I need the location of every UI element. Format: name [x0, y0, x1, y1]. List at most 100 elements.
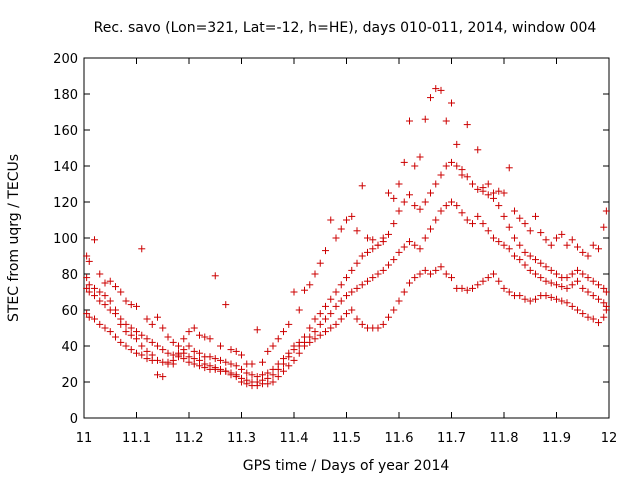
data-point — [83, 284, 91, 292]
data-point — [602, 306, 610, 314]
data-point — [306, 281, 314, 289]
data-point — [369, 236, 377, 244]
data-point — [521, 248, 529, 256]
data-point — [406, 238, 413, 246]
data-point — [285, 353, 293, 361]
data-point — [516, 292, 524, 300]
data-point — [463, 121, 471, 129]
data-point — [117, 288, 125, 296]
data-point — [327, 310, 335, 318]
data-point — [390, 306, 398, 314]
data-point — [584, 252, 592, 260]
data-point — [274, 335, 282, 343]
x-tick-label: 11.4 — [280, 431, 309, 446]
data-point — [206, 362, 214, 370]
data-point — [106, 328, 114, 336]
data-point — [500, 241, 508, 249]
data-point — [211, 355, 219, 363]
data-point — [537, 259, 545, 267]
data-point — [159, 346, 167, 354]
data-point — [122, 297, 130, 305]
data-point — [395, 207, 403, 215]
data-point — [148, 356, 156, 364]
data-point — [112, 310, 119, 318]
data-point — [484, 180, 492, 188]
data-point — [385, 189, 392, 197]
data-point — [448, 99, 455, 107]
data-point — [390, 220, 398, 228]
data-point — [248, 371, 256, 379]
data-point — [385, 230, 392, 238]
data-point — [526, 227, 534, 235]
data-point — [106, 306, 114, 314]
data-point — [253, 382, 261, 390]
data-point — [568, 236, 576, 244]
data-point — [553, 281, 560, 289]
data-point — [400, 198, 408, 206]
data-point — [269, 342, 277, 350]
data-point — [138, 245, 146, 253]
data-point — [217, 356, 224, 364]
data-point — [316, 310, 324, 318]
data-point — [602, 288, 610, 296]
data-point — [138, 351, 146, 359]
data-point — [490, 270, 497, 278]
data-point — [490, 194, 497, 202]
data-point — [516, 214, 524, 222]
data-point — [332, 288, 340, 296]
data-point — [595, 319, 602, 327]
data-point — [448, 274, 455, 282]
data-point — [211, 272, 219, 280]
data-point — [138, 342, 146, 350]
x-tick-label: 11.1 — [122, 431, 151, 446]
data-point — [500, 212, 508, 220]
data-point — [164, 349, 172, 357]
data-point — [232, 373, 240, 381]
data-point — [280, 360, 287, 368]
data-point — [159, 324, 167, 332]
x-tick-label: 12 — [601, 431, 618, 446]
data-point — [589, 292, 597, 300]
data-point — [369, 245, 377, 253]
data-point — [127, 301, 135, 309]
data-point — [143, 355, 151, 363]
data-point — [406, 191, 413, 199]
data-point — [505, 223, 513, 231]
data-point — [248, 360, 256, 368]
data-point — [469, 180, 476, 188]
data-point — [337, 281, 345, 289]
data-point — [453, 162, 461, 170]
data-point — [390, 256, 398, 264]
data-point — [584, 288, 592, 296]
data-point — [469, 220, 476, 228]
data-point — [400, 158, 408, 166]
data-point — [379, 238, 387, 246]
chart-title: Rec. savo (Lon=321, Lat=-12, h=HE), days… — [94, 20, 597, 36]
data-point — [442, 202, 450, 210]
data-point — [568, 302, 576, 310]
data-point — [133, 302, 140, 310]
x-tick-label: 11 — [76, 431, 93, 446]
data-points — [83, 85, 610, 390]
data-point — [364, 248, 371, 256]
data-point — [521, 261, 529, 269]
data-point — [553, 270, 560, 278]
data-point — [558, 297, 566, 305]
data-point — [568, 270, 576, 278]
y-tick-label: 80 — [61, 268, 78, 283]
data-point — [463, 286, 471, 294]
data-point — [185, 353, 193, 361]
data-point — [526, 252, 534, 260]
data-point — [196, 349, 203, 357]
data-point — [516, 241, 524, 249]
data-point — [332, 234, 340, 242]
data-point — [469, 284, 476, 292]
data-point — [547, 279, 555, 287]
data-point — [358, 252, 366, 260]
data-point — [106, 297, 114, 305]
data-point — [143, 347, 151, 355]
data-point — [133, 335, 140, 343]
data-point — [500, 284, 508, 292]
data-point — [122, 342, 130, 350]
data-point — [117, 320, 125, 328]
